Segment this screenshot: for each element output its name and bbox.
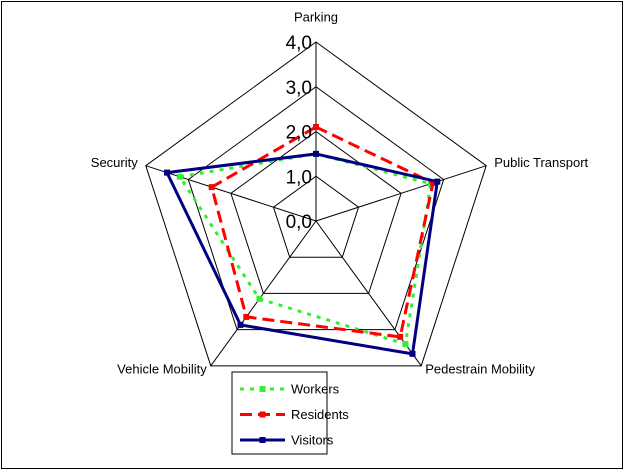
grid-line	[272, 175, 360, 258]
point	[164, 169, 171, 176]
series-line	[177, 152, 433, 347]
category-label: Vehicle Mobility	[117, 361, 207, 376]
point	[243, 313, 250, 320]
y-tick-label: 2,0	[286, 123, 312, 144]
point	[237, 321, 244, 328]
legend-marker	[259, 437, 266, 443]
point	[256, 295, 263, 302]
spoke	[210, 220, 317, 367]
legend-label: Workers	[291, 381, 340, 396]
category-label: Pedestrain Mobility	[425, 361, 535, 376]
legend-label: Residents	[291, 407, 349, 422]
plot	[164, 124, 441, 357]
spoke	[315, 165, 487, 222]
category-label: Public Transport	[494, 155, 588, 170]
series-line	[164, 152, 439, 356]
point	[402, 341, 409, 348]
category-label: Security	[91, 155, 138, 170]
series-line	[209, 125, 435, 339]
point	[397, 333, 404, 340]
grid-line	[187, 86, 445, 331]
legend-label: Visitors	[291, 432, 334, 447]
y-tick-label: 1,0	[286, 167, 312, 188]
y-tick-label: 4,0	[286, 33, 312, 54]
category-label: Parking	[294, 9, 338, 24]
spoke	[145, 165, 317, 222]
point	[430, 179, 437, 186]
point	[313, 124, 319, 131]
y-tick-label: 3,0	[286, 78, 312, 99]
legend-marker	[259, 411, 266, 418]
point	[434, 178, 441, 185]
grid-line	[145, 41, 487, 367]
point	[176, 173, 183, 180]
point	[313, 150, 319, 157]
legend-marker	[259, 386, 266, 392]
grid-line	[230, 130, 402, 294]
point	[409, 350, 416, 357]
point	[208, 184, 215, 191]
y-tick-label: 0,0	[286, 212, 312, 233]
